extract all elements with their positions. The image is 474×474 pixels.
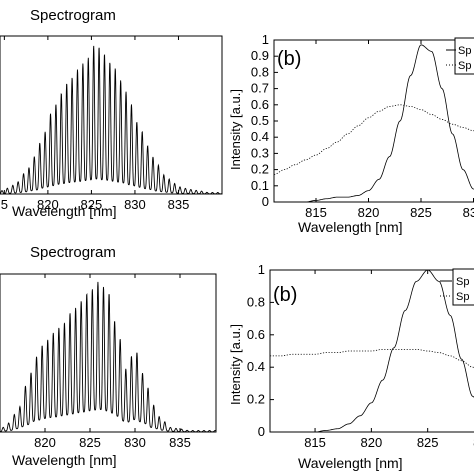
x-tick-label: 825 (410, 205, 432, 220)
x-tick-label: 825 (79, 435, 101, 450)
series-line-2-1 (274, 44, 474, 202)
chart-panel-2: 815 820 825 830 00.10.2 0.30.40.50.60.7 0.80.9… (251, 32, 474, 220)
y-tick-label: 0 (258, 424, 265, 439)
legend-entry-row1-dotted: Sp (458, 60, 471, 72)
series-line-2-2-dotted (274, 104, 474, 175)
x-tick-label: 815 (304, 435, 326, 450)
y-tick-label: 0.9 (251, 48, 269, 63)
y-tick-label: 0.2 (251, 162, 269, 177)
right-xlabel-row2: Wavelength [nm] (298, 455, 403, 471)
x-tick-label: 835 (169, 435, 191, 450)
y-tick-label: 0 (262, 194, 269, 209)
legend-entry-row2-solid: Sp (456, 276, 469, 288)
x-tick-label: 820 (37, 197, 59, 212)
left-xlabel-row2: Wavelength [nm] (12, 452, 117, 468)
y-tick-label: 0.7 (251, 81, 269, 96)
legend-box-row1 (454, 37, 474, 75)
y-tick-label: 0.3 (251, 145, 269, 160)
x-tick-label: 820 (358, 205, 380, 220)
series-line-3-1 (0, 281, 216, 432)
x-tick-label: 830 (124, 435, 146, 450)
right-ylabel-row1: Intensity [a.u.] (228, 89, 243, 170)
right-ylabel-row2: Intensity [a.u.] (228, 324, 243, 405)
left-title-row2: Spectrogram (30, 244, 116, 261)
x-tick-label: 825 (81, 197, 103, 212)
series-line-4-2-dotted (270, 348, 474, 368)
plot-frame-3 (0, 273, 217, 433)
legend-box-row2 (452, 268, 474, 306)
x-tick-label: 820 (34, 435, 56, 450)
legend-entry-row1-solid: Sp (458, 45, 471, 57)
x-tick-label: 820 (361, 435, 383, 450)
chart-panel-1: 5 820 825 830 835 (0, 35, 223, 212)
y-tick-label: 0.8 (251, 64, 269, 79)
x-tick-label: 815 (305, 205, 327, 220)
x-tick-label: 5 (1, 197, 8, 212)
y-tick-label: 0.4 (251, 129, 269, 144)
plot-frame-1 (0, 35, 223, 195)
y-tick-label: 0.5 (251, 113, 269, 128)
x-tick-label: 825 (417, 435, 439, 450)
x-tick-label: 835 (168, 197, 190, 212)
left-title-row1: Spectrogram (30, 7, 116, 24)
left-xlabel-row1: Wavelength [nm] (12, 203, 117, 219)
y-tick-label: 0.8 (247, 294, 265, 309)
plot-frame-2 (273, 39, 474, 203)
plot-frame-4 (269, 269, 474, 433)
y-tick-label: 0.2 (247, 392, 265, 407)
panel-label-row1: (b) (277, 48, 301, 70)
y-tick-label: 1 (262, 32, 269, 47)
legend-entry-row2-dotted: Sp (456, 291, 469, 303)
y-tick-label: 0.4 (247, 359, 265, 374)
y-tick-label: 0.1 (251, 178, 269, 193)
y-tick-label: 1 (258, 262, 265, 277)
legend-row2: Sp Sp (440, 268, 474, 306)
right-xlabel-row1: Wavelength [nm] (298, 219, 403, 235)
x-tick-label: 830 (124, 197, 146, 212)
y-tick-label: 0.6 (247, 327, 265, 342)
legend-row1: Sp Sp (446, 37, 474, 75)
panel-label-row2: (b) (273, 284, 297, 306)
chart-panel-3: 820 825 830 835 (0, 273, 217, 450)
series-line-1-1 (0, 45, 222, 194)
x-tick-label: 830 (463, 205, 474, 220)
series-line-4-1 (270, 270, 474, 432)
y-tick-label: 0.6 (251, 97, 269, 112)
chart-panel-4: 81582082583000.20.40.60.81 (247, 262, 474, 450)
